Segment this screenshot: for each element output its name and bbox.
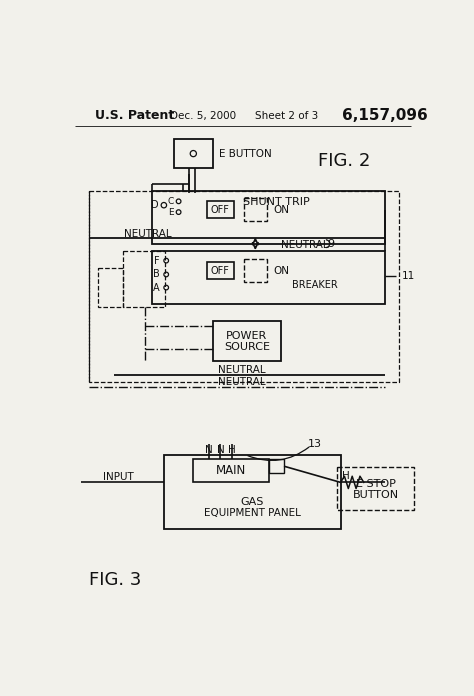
Bar — [98, 269, 123, 307]
Text: U.S. Patent: U.S. Patent — [95, 109, 174, 122]
Bar — [268, 459, 284, 473]
Text: Dec. 5, 2000: Dec. 5, 2000 — [170, 111, 237, 121]
Bar — [244, 259, 267, 282]
Text: A: A — [154, 283, 160, 292]
Bar — [174, 139, 213, 168]
Text: NEUTRAL: NEUTRAL — [281, 240, 328, 251]
Text: NEUTRAL: NEUTRAL — [218, 377, 265, 387]
Text: POWER: POWER — [226, 331, 267, 341]
Text: OFF: OFF — [210, 266, 229, 276]
Text: MAIN: MAIN — [215, 464, 246, 477]
Text: SOURCE: SOURCE — [224, 342, 270, 352]
Text: E STOP: E STOP — [356, 479, 395, 489]
Text: NEUTRAL: NEUTRAL — [124, 229, 172, 239]
Text: 9: 9 — [327, 239, 334, 248]
Text: BREAKER: BREAKER — [292, 280, 337, 290]
Bar — [213, 321, 281, 361]
Text: EQUIPMENT PANEL: EQUIPMENT PANEL — [204, 508, 301, 519]
Text: BUTTON: BUTTON — [352, 490, 399, 500]
Bar — [89, 191, 399, 382]
Text: SHUNT TRIP: SHUNT TRIP — [243, 197, 310, 207]
Bar — [244, 198, 267, 221]
Text: NEUTRAL: NEUTRAL — [218, 365, 265, 375]
Bar — [123, 251, 165, 307]
Text: 6,157,096: 6,157,096 — [342, 109, 428, 123]
Text: B: B — [153, 269, 160, 280]
Text: GAS: GAS — [240, 498, 264, 507]
Text: E: E — [168, 207, 174, 216]
Bar — [152, 191, 385, 244]
Bar — [337, 467, 414, 510]
Text: ON: ON — [273, 266, 290, 276]
Bar — [192, 459, 268, 482]
Text: ON: ON — [273, 205, 290, 215]
Text: OFF: OFF — [210, 205, 229, 215]
Text: 13: 13 — [308, 439, 322, 449]
Text: F: F — [155, 255, 160, 266]
Bar — [207, 262, 234, 279]
Bar — [207, 201, 234, 219]
Bar — [164, 454, 341, 528]
Text: INPUT: INPUT — [103, 472, 133, 482]
Text: FIG. 2: FIG. 2 — [318, 152, 371, 170]
Text: D: D — [151, 200, 158, 210]
Text: H: H — [342, 471, 350, 481]
Text: N: N — [217, 445, 224, 455]
Text: FIG. 3: FIG. 3 — [89, 571, 141, 590]
Bar — [152, 251, 385, 303]
Text: H: H — [228, 445, 236, 455]
Text: Sheet 2 of 3: Sheet 2 of 3 — [255, 111, 318, 121]
Text: 11: 11 — [402, 271, 415, 281]
Text: C: C — [168, 197, 174, 206]
Text: E BUTTON: E BUTTON — [219, 148, 272, 159]
Text: N: N — [205, 445, 213, 455]
